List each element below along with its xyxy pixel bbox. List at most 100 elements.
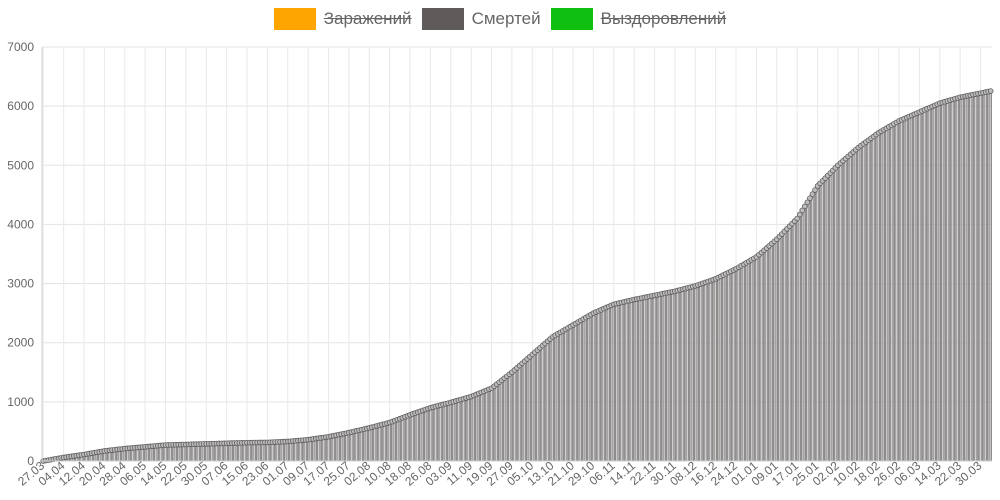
bar-deaths	[770, 243, 773, 462]
bar-deaths	[523, 360, 526, 462]
bar-deaths	[370, 426, 373, 462]
bar-deaths	[673, 290, 676, 462]
bar-deaths	[859, 145, 862, 462]
bar-deaths	[375, 425, 378, 462]
bar-deaths	[276, 441, 279, 462]
bar-deaths	[559, 332, 562, 462]
bar-deaths	[337, 434, 340, 462]
bar-deaths	[638, 298, 641, 462]
legend-swatch-recoveries	[550, 8, 593, 30]
bar-deaths	[656, 294, 659, 462]
bar-deaths	[905, 117, 908, 462]
bar-deaths	[350, 431, 353, 462]
bar-deaths	[307, 439, 310, 462]
bar-deaths	[587, 315, 590, 462]
bar-deaths	[732, 269, 735, 462]
bar-deaths	[813, 189, 817, 462]
bar-deaths	[472, 395, 475, 462]
bar-deaths	[831, 170, 834, 462]
y-tick-label: 2000	[7, 336, 34, 350]
bar-deaths	[811, 193, 814, 462]
bar-deaths	[686, 287, 689, 462]
bar-deaths	[452, 401, 455, 462]
bar-deaths	[872, 136, 875, 462]
bar-deaths	[342, 433, 345, 462]
bar-deaths	[273, 441, 277, 462]
bar-deaths	[684, 288, 687, 462]
point-deaths	[807, 195, 813, 201]
bar-deaths	[582, 318, 585, 462]
bar-deaths	[515, 367, 519, 462]
bar-deaths	[763, 249, 766, 462]
bar-deaths	[920, 110, 924, 462]
point-deaths	[799, 207, 806, 214]
bar-deaths	[791, 223, 794, 462]
bar-deaths	[895, 122, 898, 462]
bar-deaths	[577, 321, 580, 462]
bar-deaths	[279, 441, 282, 462]
bar-deaths	[915, 112, 918, 462]
bar-deaths	[319, 437, 322, 462]
bar-deaths	[526, 358, 529, 462]
bar-deaths	[485, 389, 488, 462]
bar-deaths	[750, 259, 753, 462]
bar-deaths	[755, 256, 758, 462]
bar-deaths	[528, 356, 531, 462]
bar-deaths	[380, 424, 384, 462]
bar-deaths	[391, 421, 394, 462]
legend-swatch-infections	[273, 8, 316, 30]
bar-deaths	[406, 415, 409, 462]
bar-deaths	[768, 245, 771, 462]
bar-deaths	[416, 411, 419, 462]
legend-label-deaths: Смертей	[471, 9, 541, 28]
bar-deaths	[836, 164, 839, 462]
bar-deaths	[386, 422, 389, 462]
legend-item-infections[interactable]: Заражений	[273, 8, 412, 30]
bar-deaths	[495, 383, 498, 462]
bar-deaths	[913, 113, 916, 462]
bar-deaths	[824, 177, 827, 462]
bar-deaths	[612, 303, 615, 462]
bar-deaths	[650, 295, 654, 462]
legend-item-deaths[interactable]: Смертей	[421, 8, 541, 30]
bar-deaths	[498, 381, 501, 462]
bar-deaths	[271, 441, 274, 462]
bar-deaths	[724, 273, 727, 462]
bar-deaths	[747, 261, 750, 462]
legend-item-recoveries[interactable]: Выздоровлений	[550, 8, 726, 30]
bar-deaths	[717, 277, 720, 462]
bar-deaths	[778, 236, 781, 462]
bar-deaths	[602, 308, 605, 462]
bar-deaths	[956, 97, 959, 462]
bar-deaths	[487, 388, 491, 462]
bar-deaths	[521, 363, 524, 462]
bar-deaths	[625, 300, 628, 462]
bar-deaths	[599, 309, 603, 462]
bar-deaths	[373, 426, 376, 462]
bar-deaths	[477, 393, 480, 462]
bar-deaths	[910, 115, 913, 462]
bar-deaths	[541, 345, 544, 462]
bar-deaths	[617, 302, 620, 462]
legend-label-infections: Заражений	[323, 9, 412, 28]
point-layer	[40, 88, 994, 464]
bar-deaths	[314, 438, 317, 462]
bar-deaths	[880, 130, 883, 462]
bar-deaths	[821, 180, 824, 462]
bar-deaths	[875, 134, 878, 462]
bar-deaths	[796, 218, 799, 462]
bar-deaths	[459, 399, 463, 462]
bar-deaths	[592, 312, 595, 462]
bar-deaths	[388, 422, 391, 462]
bar-deaths	[436, 405, 440, 462]
bar-deaths	[551, 336, 554, 462]
bar-deaths	[857, 147, 860, 462]
bar-deaths	[979, 92, 982, 462]
bar-deaths	[897, 120, 901, 462]
bar-deaths	[826, 175, 829, 462]
bar-deaths	[689, 286, 692, 462]
bar-deaths	[630, 299, 633, 462]
bar-deaths	[941, 102, 944, 462]
legend: Заражений Смертей Выздоровлений	[0, 6, 1000, 32]
bar-deaths	[841, 160, 845, 462]
